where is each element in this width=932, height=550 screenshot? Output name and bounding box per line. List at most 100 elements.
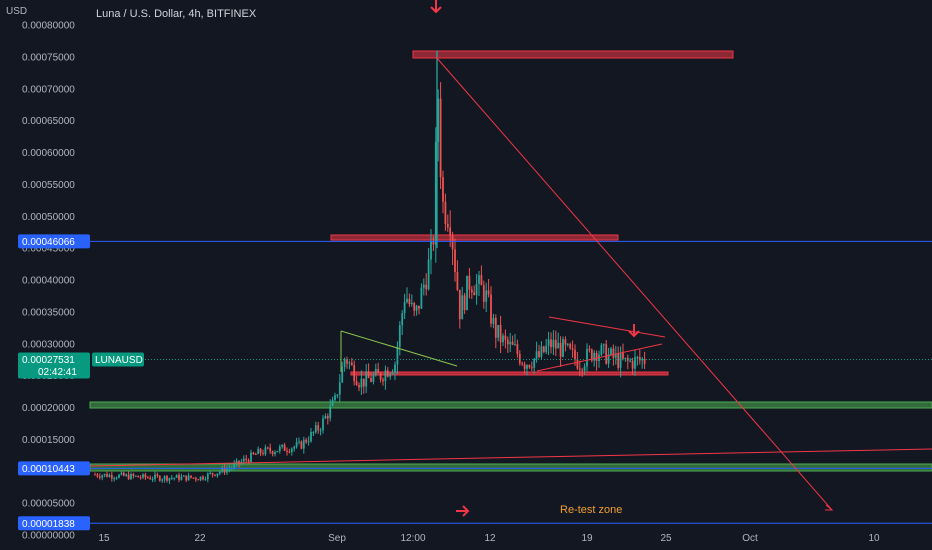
candle-body: [264, 447, 267, 455]
x-tick-label: Oct: [742, 533, 758, 544]
candle-body: [101, 475, 104, 478]
candle-body: [566, 343, 569, 345]
candle-body: [610, 348, 612, 355]
candle-body: [386, 370, 389, 377]
candle-body: [463, 295, 466, 311]
candle-body: [446, 223, 449, 228]
candle-body: [470, 289, 473, 293]
y-tick-label: 0.00050000: [22, 212, 75, 223]
candle-body: [228, 468, 231, 470]
support-zone-green-low: [89, 463, 932, 472]
candle-body: [204, 479, 207, 481]
candle-body: [600, 345, 603, 355]
candle-body: [379, 372, 382, 380]
candle-body: [382, 379, 384, 382]
candle-body: [125, 474, 128, 476]
candle-body: [638, 357, 641, 361]
candle-body: [307, 441, 310, 443]
candle-body: [197, 479, 200, 481]
candle-body: [581, 369, 584, 371]
candle-body: [569, 343, 572, 349]
candle-body: [324, 415, 327, 419]
current-price-text: 0.00027531: [22, 355, 75, 366]
candle-body: [149, 477, 152, 480]
y-tick-label: 0.00055000: [22, 180, 75, 191]
candle-body: [214, 474, 216, 476]
candle-body: [192, 477, 195, 479]
candle-body: [617, 353, 620, 368]
candle-body: [442, 177, 444, 202]
candle-body: [247, 459, 250, 463]
candle-body: [151, 479, 154, 481]
candle-body: [562, 339, 564, 357]
candle-body: [142, 474, 144, 478]
candle-body: [314, 425, 317, 432]
candle-body: [593, 352, 596, 361]
candle-body: [242, 458, 245, 462]
candle-body: [343, 359, 346, 367]
candle-body: [614, 353, 617, 358]
candle-body: [120, 472, 123, 475]
candle-body: [533, 358, 536, 368]
candle-body: [288, 451, 291, 453]
candle-body: [458, 289, 461, 320]
candle-body: [518, 353, 521, 364]
y-tick-label: 0.00000000: [22, 531, 75, 542]
trend-arrowhead: [825, 504, 834, 511]
candle-body: [372, 375, 375, 382]
candle-body: [377, 369, 380, 373]
candle-body: [523, 364, 526, 369]
candle-body: [367, 371, 370, 379]
candle-body: [336, 394, 339, 396]
chart-title: Luna / U.S. Dollar, 4h, BITFINEX: [96, 8, 257, 20]
candle-body: [487, 290, 490, 295]
candle-body: [394, 364, 396, 373]
candle-body: [461, 295, 464, 320]
candle-body: [641, 358, 644, 361]
candle-body: [161, 479, 164, 481]
candle-body: [391, 372, 394, 374]
candle-body: [497, 325, 500, 338]
candle-body: [492, 317, 495, 324]
candle-body: [266, 447, 269, 449]
support-line-red: [350, 371, 669, 376]
candle-body: [353, 365, 356, 382]
y-tick-label: 0.00015000: [22, 435, 75, 446]
candle-body: [612, 348, 615, 358]
x-tick-label: 19: [581, 533, 593, 544]
candle-body: [108, 474, 111, 477]
candle-body: [602, 344, 605, 346]
candle-body: [506, 339, 509, 345]
candle-body: [350, 362, 353, 366]
candle-body: [302, 439, 305, 449]
candle-body: [504, 335, 507, 340]
candle-body: [139, 477, 142, 479]
candle-body: [643, 358, 646, 364]
candle-body: [511, 341, 514, 345]
candle-body: [415, 305, 418, 311]
candle-body: [211, 472, 214, 475]
candle-body: [425, 284, 428, 290]
resistance-zone-top: [412, 50, 734, 59]
candle-body: [319, 430, 322, 432]
candle-body: [636, 357, 639, 359]
candle-body: [278, 446, 281, 451]
candle-body: [516, 344, 519, 354]
candle-body: [300, 441, 303, 449]
rising-line: [89, 448, 932, 467]
down-arrow-icon: [628, 324, 640, 338]
candle-body: [418, 305, 420, 309]
candle-body: [110, 474, 113, 479]
candle-body: [482, 285, 485, 302]
candle-body: [362, 378, 365, 387]
x-tick-label: 12:00: [400, 533, 425, 544]
candle-body: [624, 357, 627, 359]
candle-body: [146, 477, 149, 479]
candle-body: [410, 303, 413, 305]
currency-label: USD: [6, 6, 28, 17]
candle-body: [454, 249, 456, 272]
candle-body: [374, 369, 377, 376]
candle-body: [355, 381, 358, 386]
x-tick-label: 15: [98, 533, 110, 544]
